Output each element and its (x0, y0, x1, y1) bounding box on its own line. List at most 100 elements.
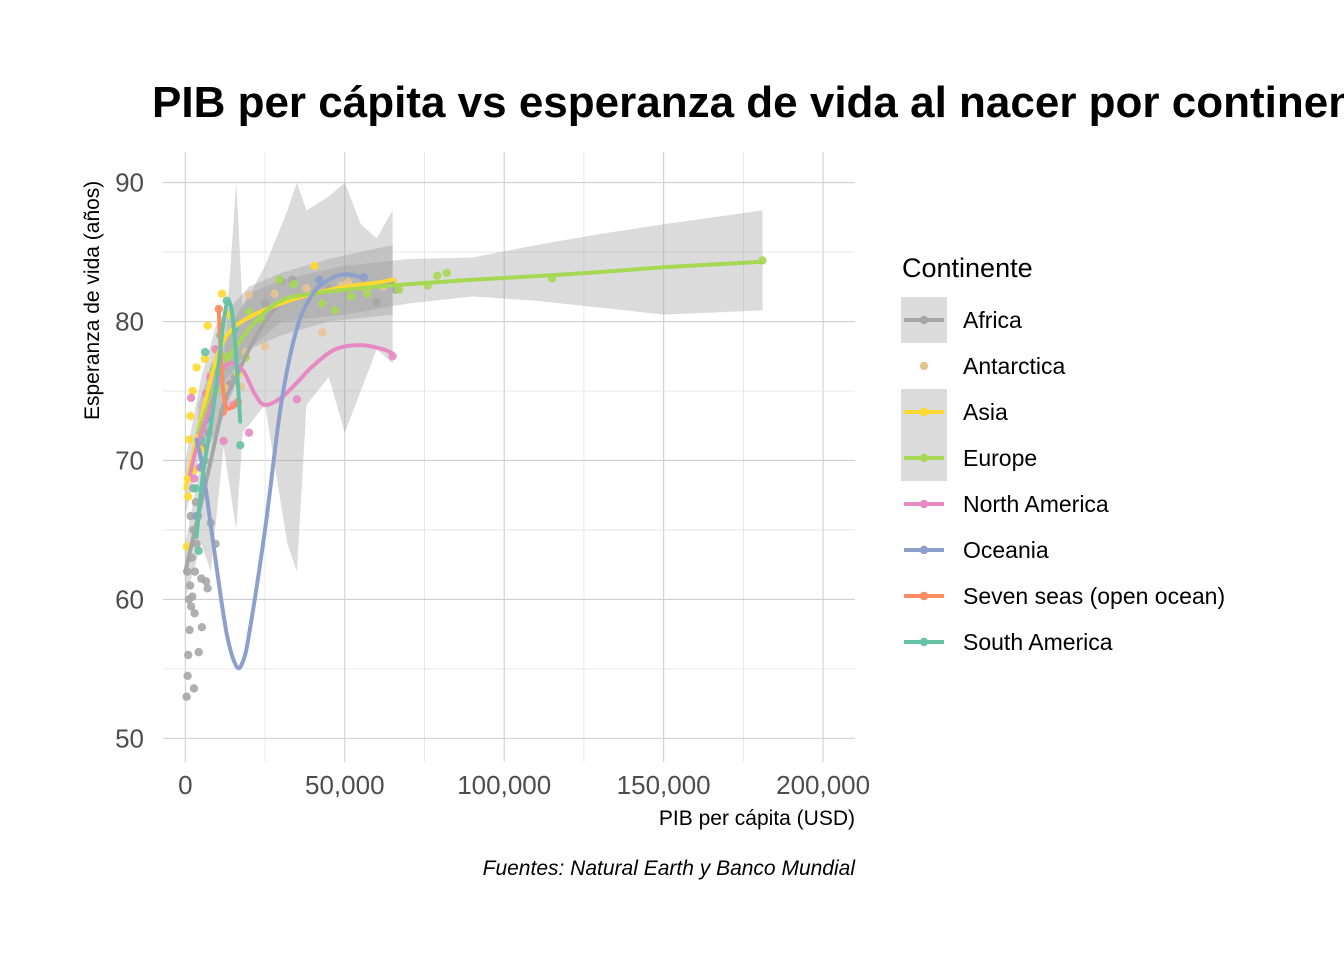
y-tick-label: 50 (115, 723, 144, 753)
legend-label: South America (963, 629, 1113, 655)
data-point (346, 292, 356, 301)
legend-key-point (919, 315, 929, 325)
data-point (315, 275, 324, 284)
confidence-band (198, 210, 763, 461)
legend-key (904, 637, 944, 647)
data-point (183, 671, 192, 680)
legend-key-point (919, 499, 929, 509)
legend-key (919, 361, 929, 371)
data-point (184, 435, 194, 444)
x-tick-label: 100,000 (457, 770, 551, 800)
data-point (359, 272, 369, 282)
grid (163, 152, 855, 762)
chart-caption: Fuentes: Natural Earth y Banco Mundial (483, 857, 857, 880)
legend-entries: Africa Antarctica Asia Europe North America O… (901, 297, 1225, 655)
legend-key (904, 545, 944, 555)
legend-label: Africa (963, 307, 1022, 333)
data-point (190, 609, 199, 618)
data-point (331, 306, 340, 315)
smooth-line (188, 343, 395, 477)
legend-label: Europe (963, 445, 1037, 471)
legend-key-point (919, 591, 929, 601)
data-point (244, 428, 254, 437)
y-tick-label: 60 (115, 584, 144, 614)
x-tick-label: 50,000 (305, 770, 385, 800)
data-point (289, 279, 298, 289)
data-point (433, 271, 442, 280)
y-axis-ticks: 50 60 70 80 90 (115, 168, 144, 754)
data-point (192, 539, 201, 548)
data-point (184, 650, 193, 660)
y-axis-title: Esperanza de vida (años) (81, 181, 104, 420)
x-tick-label: 150,000 (617, 770, 711, 800)
data-point (184, 492, 193, 501)
data-point (190, 474, 199, 483)
legend-key (901, 297, 947, 343)
x-axis-title: PIB per cápita (USD) (659, 807, 855, 830)
data-point (186, 393, 196, 403)
data-point (217, 289, 227, 298)
legend-key-point (919, 453, 929, 463)
legend-label: Antarctica (963, 353, 1065, 379)
data-point (318, 299, 327, 308)
data-point (190, 567, 200, 576)
legend-key (904, 499, 944, 509)
data-point (244, 307, 254, 316)
data-point (186, 411, 195, 421)
smooth-line (194, 298, 243, 539)
data-point (185, 581, 195, 590)
legend-key (904, 591, 944, 601)
data-point (260, 299, 270, 308)
legend-key (901, 389, 947, 435)
data-point (362, 289, 372, 298)
data-point (192, 363, 201, 372)
data-point (270, 289, 279, 298)
legend-label: Seven seas (open ocean) (963, 583, 1225, 609)
legend-key-point (919, 637, 929, 647)
smooth-lines (183, 259, 765, 671)
legend-label: Asia (963, 399, 1008, 425)
legend: Continente Africa Antarctica Asia Europe Nor… (901, 253, 1225, 655)
x-tick-label: 0 (178, 770, 192, 800)
legend-key (901, 435, 947, 481)
data-point (236, 441, 245, 450)
legend-key-point (919, 545, 929, 555)
legend-title: Continente (902, 253, 1033, 283)
confidence-band (185, 245, 393, 517)
data-point (219, 436, 228, 446)
y-tick-label: 70 (115, 445, 144, 475)
data-point (203, 321, 212, 330)
data-point (244, 290, 254, 300)
data-point (318, 328, 327, 337)
data-point (194, 648, 203, 657)
data-point (372, 297, 381, 307)
x-tick-label: 200,000 (776, 770, 870, 800)
data-point (310, 261, 319, 271)
data-point (188, 386, 197, 396)
data-point (189, 684, 199, 693)
data-point (188, 592, 197, 601)
data-point (182, 692, 191, 701)
data-point (201, 577, 211, 586)
data-point (203, 584, 212, 593)
data-point (186, 511, 195, 521)
legend-label: North America (963, 491, 1109, 517)
y-tick-label: 90 (115, 168, 144, 198)
data-point (186, 602, 196, 611)
data-point (185, 625, 194, 635)
data-point (200, 347, 210, 357)
data-point (197, 623, 207, 632)
smooth-line (196, 259, 765, 435)
smooth-line (194, 272, 363, 671)
data-point (275, 275, 284, 284)
data-point (191, 484, 200, 493)
legend-key-point (919, 361, 929, 371)
data-point (302, 284, 311, 293)
data-point (442, 268, 451, 278)
legend-label: Oceania (963, 537, 1049, 563)
data-point (394, 285, 404, 294)
x-axis-ticks: 0 50,000 100,000 150,000 200,000 (178, 770, 870, 800)
chart-title: PIB per cápita vs esperanza de vida al n… (152, 78, 1344, 127)
data-point (200, 354, 209, 364)
